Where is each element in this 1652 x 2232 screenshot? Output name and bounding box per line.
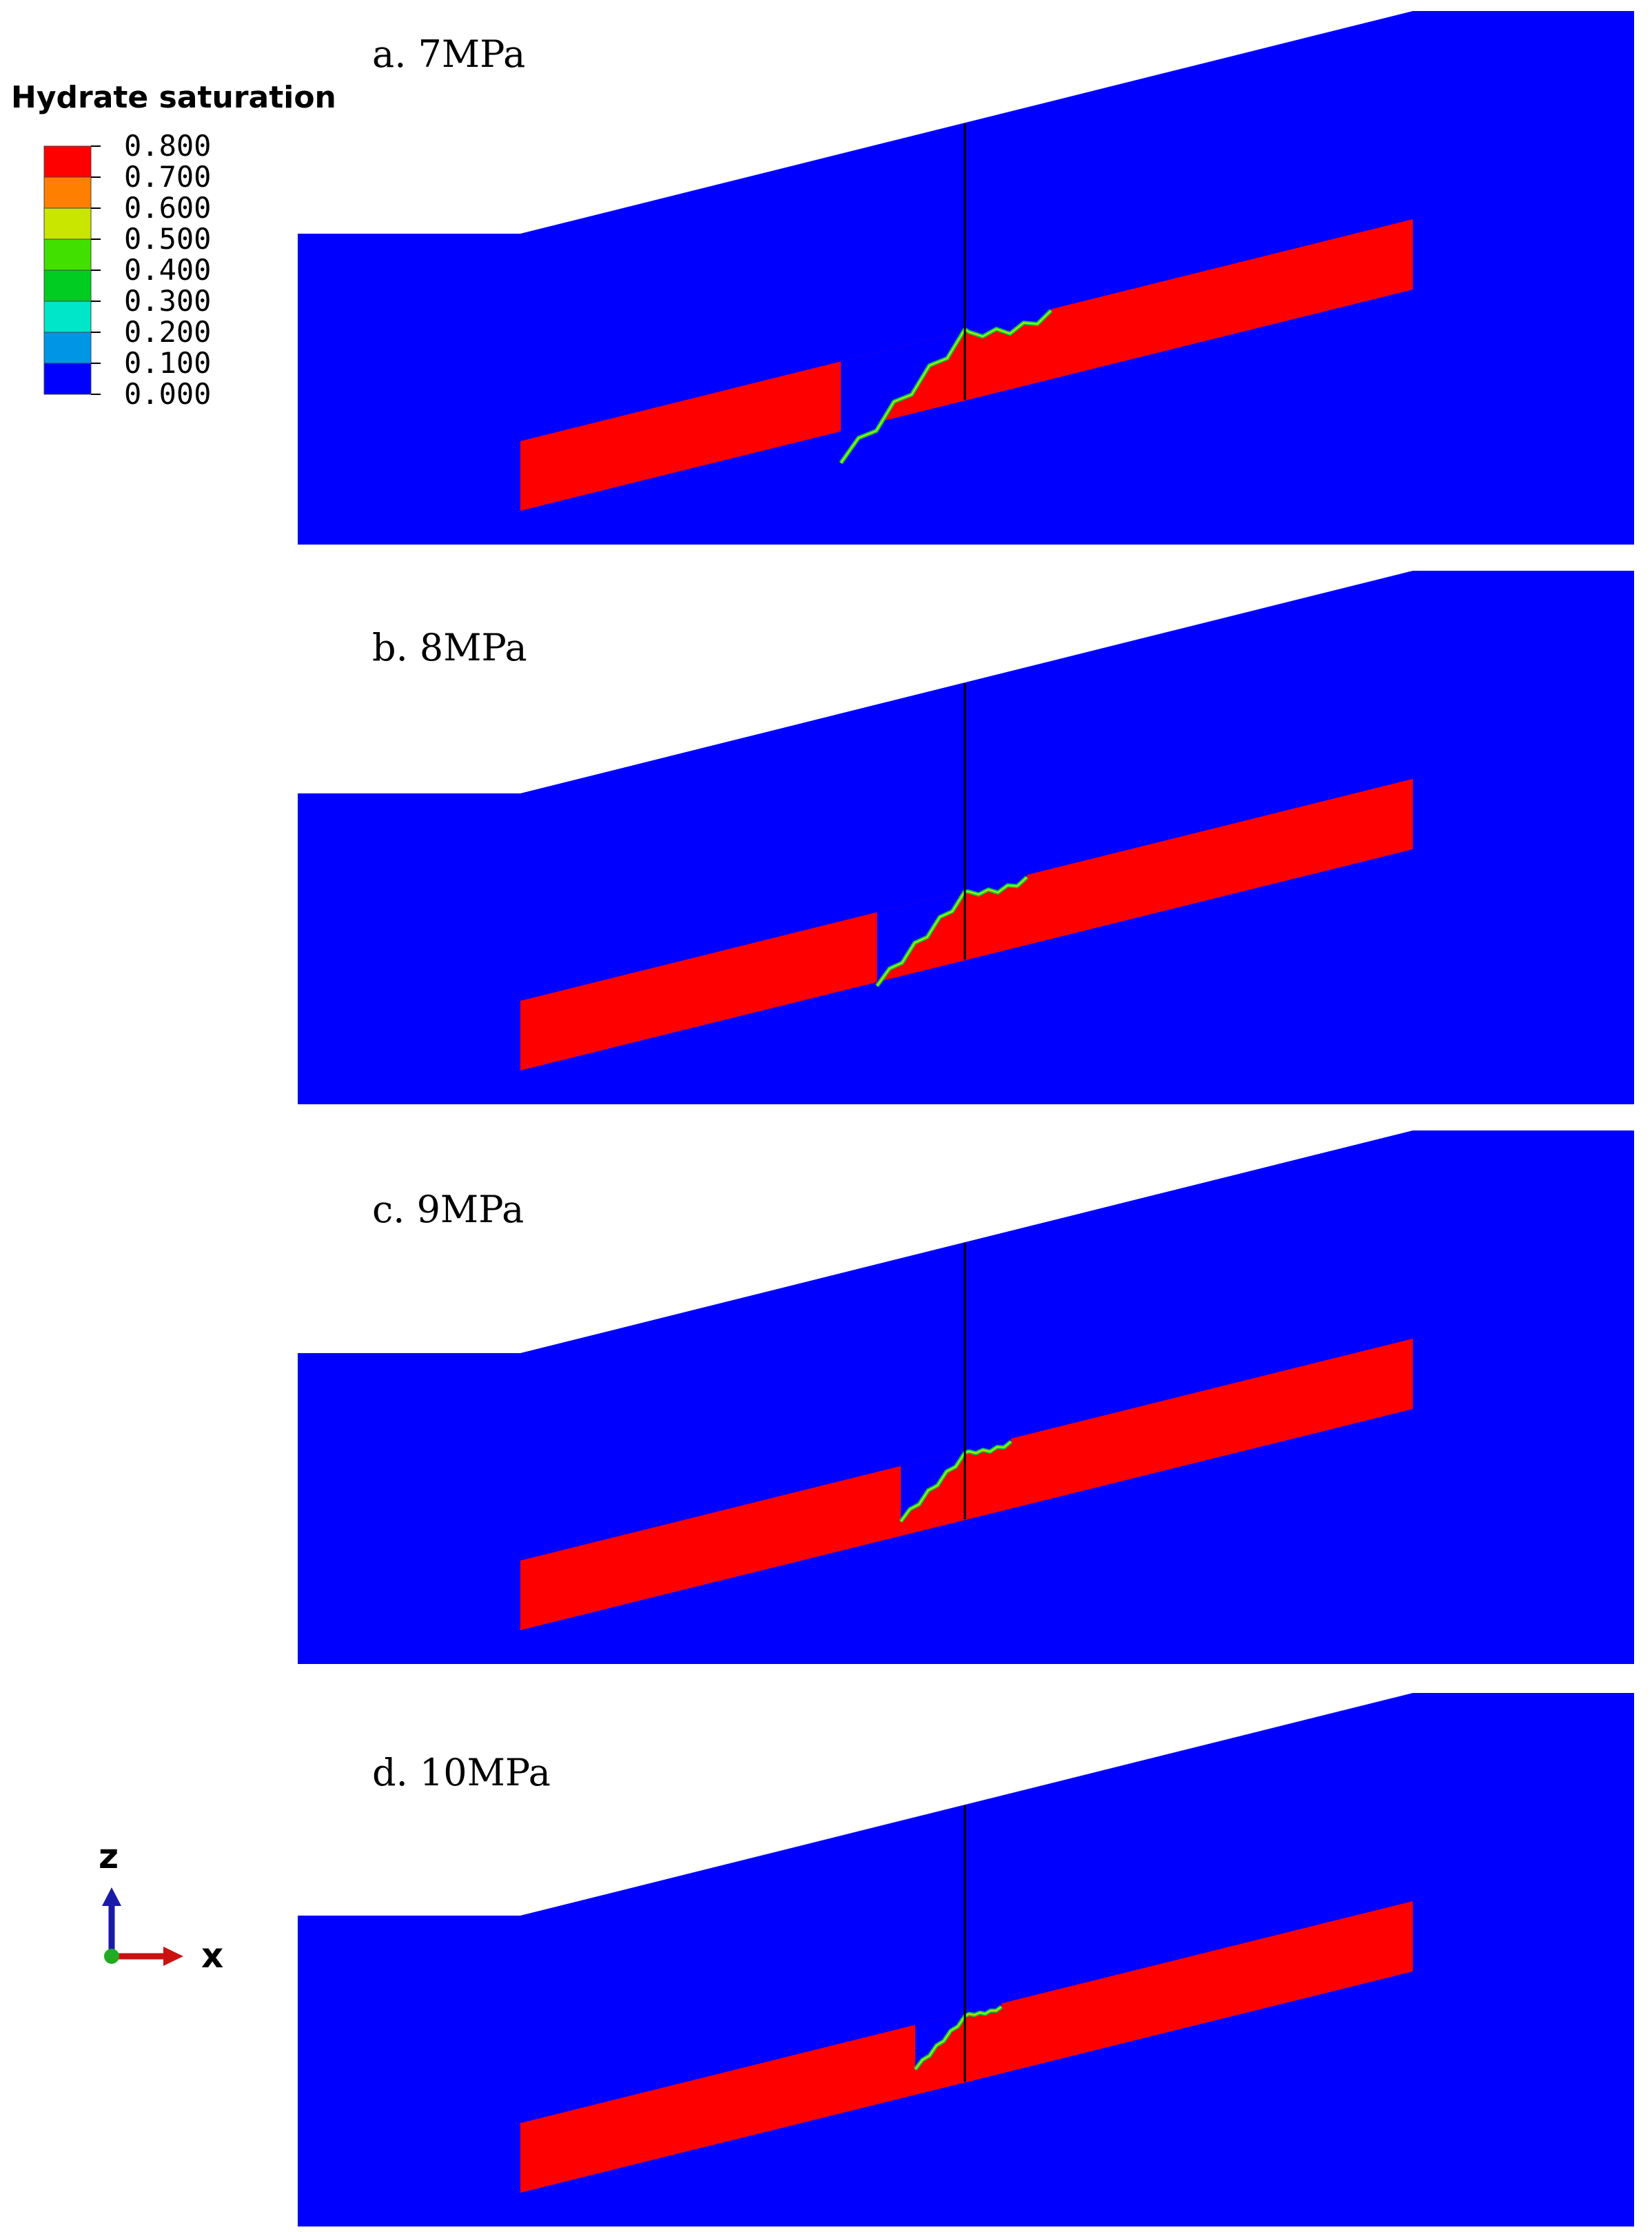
panel-d-model [298,1693,1634,2226]
panel-c-dissociated-zone [901,1438,1011,1522]
panel-b-dissociated-zone [877,875,1027,986]
legend-tick-label-5: 0.300 [124,284,211,318]
legend-swatch-5 [43,301,92,333]
legend-swatches [43,145,92,395]
legend-swatch-3 [43,239,92,271]
triad-origin [104,1949,119,1964]
panel-d: d. 10MPa [298,1693,1634,2226]
legend-swatch-0 [43,145,92,178]
legend-tick-label-8: 0.000 [124,377,211,411]
panel-c-model [298,1130,1634,1664]
panel-b: b. 8MPa [298,571,1634,1104]
panel-b-label: b. 8MPa [372,626,527,669]
panel-d-hydrate-layer [520,1901,1413,2193]
panel-d-label: d. 10MPa [372,1751,551,1794]
panel-a-model [298,11,1634,545]
legend-swatch-7 [43,363,92,395]
legend-swatch-6 [43,332,92,364]
legend-tick-label-0: 0.800 [124,129,211,163]
legend-tick-label-6: 0.200 [124,315,211,349]
legend-swatch-4 [43,270,92,302]
coordinate-triad: z x [99,1836,223,1976]
legend-tick-label-4: 0.400 [124,253,211,287]
panels: a. 7MPa b. 8MPa c. 9MPa d. 10MPa [298,11,1634,2226]
saturation-legend: Hydrate saturation 0.8000.7000.6000.5000… [11,80,336,411]
panel-a-label: a. 7MPa [372,32,525,76]
panel-b-hydrate-layer [520,779,1413,1071]
z-axis-label: z [99,1836,119,1876]
panel-c-hydrate-layer [520,1339,1413,1630]
legend-swatch-2 [43,207,92,240]
panel-d-dissociated-zone [915,2003,1001,2069]
legend-swatch-1 [43,176,92,209]
legend-title: Hydrate saturation [11,80,336,115]
x-axis-label: x [201,1936,223,1976]
legend-tick-label-3: 0.500 [124,222,211,256]
x-arrowhead [163,1947,183,1966]
legend-ticks: 0.8000.7000.6000.5000.4000.3000.2000.100… [91,129,211,411]
panel-c-label: c. 9MPa [372,1188,524,1231]
panel-a-hydrate-layer [520,219,1413,511]
legend-tick-label-1: 0.700 [124,160,211,194]
legend-tick-label-2: 0.600 [124,191,211,225]
panel-c: c. 9MPa [298,1130,1634,1664]
panel-a: a. 7MPa [298,11,1634,545]
panel-b-model [298,571,1634,1104]
legend-tick-label-7: 0.100 [124,346,211,380]
panel-a-dissociated-zone [841,309,1051,463]
z-arrowhead [102,1887,121,1906]
